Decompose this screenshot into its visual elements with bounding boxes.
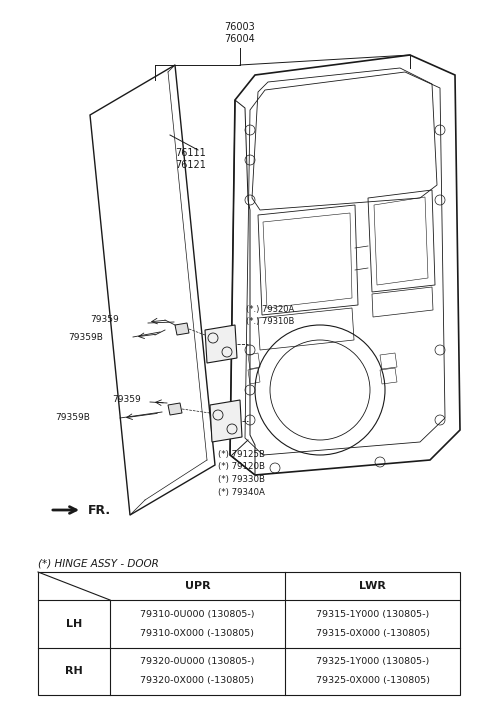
Text: 79310-0X000 (-130805): 79310-0X000 (-130805) bbox=[141, 629, 254, 638]
Text: 79310-0U000 (130805-): 79310-0U000 (130805-) bbox=[140, 610, 255, 619]
Text: UPR: UPR bbox=[185, 581, 210, 591]
Polygon shape bbox=[168, 403, 182, 415]
Text: (*.) 79320A
(*.) 79310B: (*.) 79320A (*.) 79310B bbox=[246, 305, 294, 326]
Text: 79359: 79359 bbox=[90, 315, 119, 325]
Text: 79320-0U000 (130805-): 79320-0U000 (130805-) bbox=[140, 658, 255, 666]
Text: 79325-0X000 (-130805): 79325-0X000 (-130805) bbox=[315, 677, 430, 685]
Text: 79359B: 79359B bbox=[55, 413, 90, 422]
Text: LH: LH bbox=[66, 619, 82, 629]
Polygon shape bbox=[175, 323, 189, 335]
Bar bbox=[38, 572, 460, 695]
Text: FR.: FR. bbox=[88, 503, 111, 517]
Text: 79315-1Y000 (130805-): 79315-1Y000 (130805-) bbox=[316, 610, 429, 619]
Text: 79315-0X000 (-130805): 79315-0X000 (-130805) bbox=[315, 629, 430, 638]
Text: 79320-0X000 (-130805): 79320-0X000 (-130805) bbox=[141, 677, 254, 685]
Polygon shape bbox=[205, 325, 237, 363]
Text: (*) 79125B
(*) 79120B
(*) 79330B
(*) 79340A: (*) 79125B (*) 79120B (*) 79330B (*) 793… bbox=[218, 450, 265, 496]
Text: 76003
76004: 76003 76004 bbox=[225, 22, 255, 44]
Text: (*) HINGE ASSY - DOOR: (*) HINGE ASSY - DOOR bbox=[38, 558, 159, 568]
Text: 79359: 79359 bbox=[112, 396, 141, 405]
Polygon shape bbox=[210, 400, 242, 442]
Text: 76111
76121: 76111 76121 bbox=[175, 148, 206, 170]
Text: LWR: LWR bbox=[359, 581, 386, 591]
Text: 79325-1Y000 (130805-): 79325-1Y000 (130805-) bbox=[316, 658, 429, 666]
Text: RH: RH bbox=[65, 666, 83, 677]
Text: 79359B: 79359B bbox=[68, 332, 103, 341]
